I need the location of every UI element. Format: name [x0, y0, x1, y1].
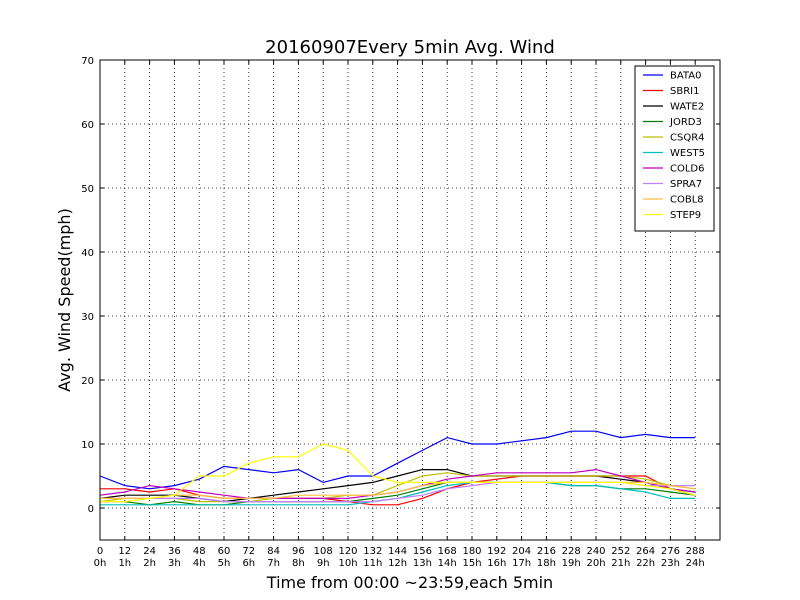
x-axis-label: Time from 00:00 ~23:59,each 5min [266, 573, 553, 592]
x-tick-hour-label: 9h [317, 558, 330, 569]
x-tick-hour-label: 8h [292, 558, 305, 569]
x-tick-label: 204 [512, 546, 531, 557]
x-tick-label: 156 [413, 546, 432, 557]
x-tick-label: 84 [267, 546, 280, 557]
x-tick-label: 36 [168, 546, 181, 557]
x-tick-label: 288 [686, 546, 705, 557]
x-tick-hour-label: 21h [611, 558, 630, 569]
series-lines [99, 430, 696, 506]
x-tick-label: 96 [292, 546, 305, 557]
x-tick-label: 276 [661, 546, 680, 557]
x-tick-hour-label: 20h [586, 558, 605, 569]
y-axis-ticks: 0 10 20 30 40 50 60 70 [81, 56, 720, 515]
x-tick-hour-label: 2h [143, 558, 156, 569]
x-tick-hour-label: 16h [487, 558, 506, 569]
legend-label: CSQR4 [670, 133, 705, 144]
x-tick-label: 168 [438, 546, 457, 557]
legend-label: SPRA7 [670, 179, 702, 190]
x-tick-label: 132 [363, 546, 382, 557]
x-tick-label: 228 [562, 546, 581, 557]
legend-label: SBRI1 [670, 86, 699, 97]
x-tick-label: 60 [218, 546, 231, 557]
legend: BATA0 SBRI1 WATE2 JORD3 CSQR4 WEST5 COLD6 SPRA7… [634, 65, 715, 232]
legend-label: JORD3 [669, 117, 702, 128]
x-tick-hour-label: 22h [636, 558, 655, 569]
x-tick-label: 48 [193, 546, 206, 557]
x-tick-hour-label: 14h [438, 558, 457, 569]
x-tick-label: 252 [611, 546, 630, 557]
series-line-bata0 [99, 430, 696, 490]
x-tick-hour-label: 17h [512, 558, 531, 569]
legend-label: WEST5 [670, 148, 705, 159]
x-tick-hour-label: 12h [388, 558, 407, 569]
x-tick-hour-label: 18h [537, 558, 556, 569]
x-tick-label: 240 [586, 546, 605, 557]
x-tick-label: 192 [487, 546, 506, 557]
x-tick-label: 216 [537, 546, 556, 557]
x-tick-label: 12 [118, 546, 131, 557]
legend-box [634, 65, 715, 232]
x-tick-label: 72 [242, 546, 255, 557]
y-tick-label: 10 [81, 440, 94, 451]
y-tick-label: 0 [88, 504, 94, 515]
x-tick-hour-label: 10h [338, 558, 357, 569]
y-tick-label: 50 [81, 184, 94, 195]
plot-frame [99, 59, 721, 541]
x-tick-label: 144 [388, 546, 407, 557]
y-tick-label: 60 [81, 120, 94, 131]
y-tick-label: 70 [81, 56, 94, 67]
legend-label: COLD6 [670, 164, 705, 175]
x-tick-label: 120 [338, 546, 357, 557]
x-tick-label: 24 [143, 546, 156, 557]
legend-label: BATA0 [670, 71, 701, 82]
x-tick-hour-label: 13h [413, 558, 432, 569]
y-tick-label: 20 [81, 376, 94, 387]
x-tick-hour-label: 7h [267, 558, 280, 569]
x-tick-hour-label: 23h [661, 558, 680, 569]
x-tick-hour-label: 24h [686, 558, 705, 569]
y-axis-label: Avg. Wind Speed(mph) [55, 208, 74, 392]
y-tick-label: 40 [81, 248, 94, 259]
series-line-step9 [100, 443, 696, 503]
x-tick-label: 180 [462, 546, 481, 557]
x-tick-hour-label: 5h [218, 558, 231, 569]
x-tick-hour-label: 0h [94, 558, 107, 569]
x-tick-hour-label: 3h [168, 558, 181, 569]
x-tick-label: 108 [314, 546, 333, 557]
x-tick-hour-label: 19h [562, 558, 581, 569]
series-line-csqr4 [99, 472, 696, 503]
x-tick-hour-label: 11h [363, 558, 382, 569]
x-tick-hour-label: 1h [118, 558, 131, 569]
legend-label: COBL8 [670, 195, 704, 206]
x-tick-label: 264 [636, 546, 655, 557]
legend-label: STEP9 [670, 210, 701, 221]
x-tick-hour-label: 15h [462, 558, 481, 569]
chart-title: 20160907Every 5min Avg. Wind [265, 37, 555, 58]
x-tick-hour-label: 4h [193, 558, 206, 569]
x-tick-hour-label: 6h [242, 558, 255, 569]
x-tick-label: 0 [97, 546, 103, 557]
y-tick-label: 30 [81, 312, 94, 323]
legend-label: WATE2 [670, 102, 704, 113]
